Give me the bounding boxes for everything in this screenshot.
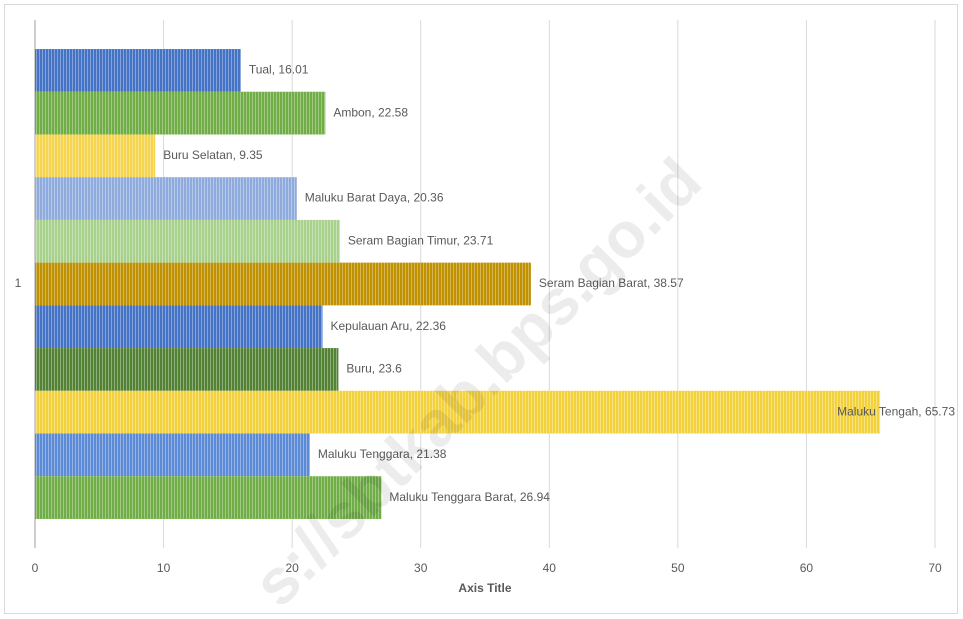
x-tick-label: 40 (543, 561, 557, 575)
bar-texture (35, 305, 323, 349)
data-label: Kepulauan Aru, 22.36 (330, 319, 446, 333)
bar-texture (35, 262, 531, 306)
data-label: Maluku Tenggara Barat, 26.94 (389, 490, 550, 504)
data-label: Seram Bagian Timur, 23.71 (348, 233, 494, 247)
data-label: Buru Selatan, 9.35 (163, 148, 263, 162)
x-tick-label: 0 (32, 561, 39, 575)
bar-texture (35, 49, 241, 92)
bar-texture (35, 177, 297, 220)
bar-texture (35, 348, 339, 391)
x-tick-label: 60 (800, 561, 814, 575)
data-label: Maluku Barat Daya, 20.36 (305, 191, 444, 205)
x-tick-label: 50 (671, 561, 685, 575)
bar-texture (35, 134, 156, 178)
bar-texture (35, 91, 326, 135)
x-tick-label: 30 (414, 561, 428, 575)
data-label: Maluku Tengah, 65.73 (837, 404, 955, 418)
data-label: Maluku Tenggara, 21.38 (318, 447, 447, 461)
plot-area: 0 10 20 30 40 50 60 70 1 Tual, 16.01 Ambon, 22.58 B… (15, 20, 955, 575)
x-tick-label: 20 (285, 561, 299, 575)
x-tick-label: 10 (157, 561, 171, 575)
x-axis-title: Axis Title (458, 581, 511, 595)
data-label: Tual, 16.01 (249, 63, 309, 77)
bar-texture (35, 476, 382, 519)
data-label: Seram Bagian Barat, 38.57 (539, 276, 684, 290)
x-tick-label: 70 (928, 561, 942, 575)
bar-texture (35, 219, 340, 263)
data-label: Ambon, 22.58 (333, 105, 408, 119)
data-label: Buru, 23.6 (346, 362, 402, 376)
bar-texture (35, 433, 310, 477)
y-tick-label: 1 (15, 276, 22, 290)
bar-texture (35, 390, 881, 434)
